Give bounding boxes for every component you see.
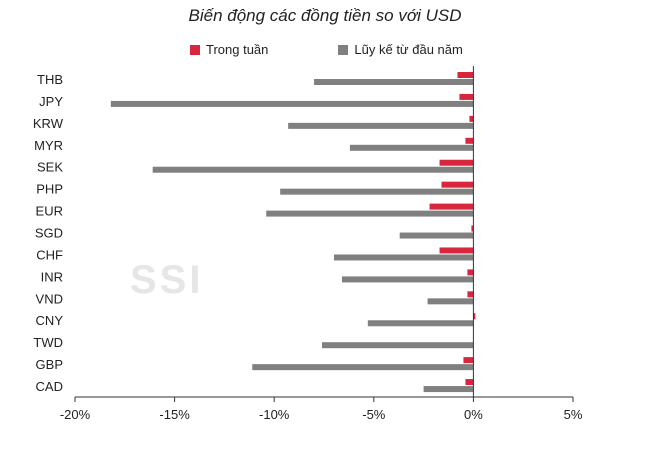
bar-weekly-jpy — [459, 93, 474, 100]
bar-weekly-php — [441, 181, 474, 188]
bar-weekly-myr — [465, 137, 474, 144]
x-tick-label-0: -20% — [60, 407, 91, 422]
bar-weekly-vnd — [467, 291, 474, 298]
bar-weekly-krw — [469, 115, 474, 122]
legend-swatch-weekly — [190, 44, 200, 55]
bar-ytd-cny — [367, 320, 474, 327]
category-label-krw: KRW — [33, 116, 64, 131]
bar-weekly-sek — [439, 159, 474, 166]
bar-ytd-chf — [333, 254, 474, 261]
bar-ytd-krw — [288, 122, 474, 129]
category-label-eur: EUR — [36, 204, 63, 219]
bar-ytd-myr — [349, 144, 474, 151]
x-tick-label-2: -10% — [259, 407, 290, 422]
category-label-inr: INR — [41, 269, 63, 284]
bar-weekly-cny — [473, 313, 476, 320]
legend-item-weekly: Trong tuần — [190, 42, 268, 57]
bar-weekly-cad — [465, 379, 474, 386]
category-label-jpy: JPY — [39, 94, 63, 109]
legend-label-weekly: Trong tuần — [206, 42, 269, 57]
legend-label-ytd: Lũy kế từ đầu năm — [354, 42, 463, 57]
bar-weekly-thb — [457, 72, 474, 78]
category-label-cny: CNY — [36, 313, 64, 328]
bar-weekly-chf — [439, 247, 474, 254]
bar-ytd-vnd — [427, 298, 474, 305]
bar-ytd-eur — [266, 210, 474, 217]
legend: Trong tuần Lũy kế từ đầu năm — [190, 42, 463, 57]
x-tick-label-1: -15% — [159, 407, 190, 422]
bar-ytd-thb — [314, 79, 474, 85]
bar-weekly-inr — [467, 269, 474, 276]
legend-swatch-ytd — [338, 44, 349, 55]
bar-ytd-cad — [423, 386, 474, 393]
bar-ytd-inr — [341, 276, 474, 283]
x-tick-label-4: 0% — [464, 407, 483, 422]
category-label-myr: MYR — [34, 138, 63, 153]
bar-ytd-twd — [322, 342, 474, 349]
category-label-php: PHP — [36, 182, 63, 197]
x-tick-label-5: 5% — [564, 407, 583, 422]
bar-weekly-eur — [429, 203, 474, 210]
legend-item-ytd: Lũy kế từ đầu năm — [338, 42, 463, 57]
bar-ytd-php — [280, 188, 474, 195]
watermark: SSI — [130, 258, 204, 302]
bar-weekly-gbp — [463, 357, 474, 364]
chart-title: Biến động các đồng tiền so với USD — [188, 6, 462, 25]
category-label-sek: SEK — [37, 160, 63, 175]
bar-ytd-sek — [152, 166, 474, 173]
category-label-vnd: VND — [36, 291, 63, 306]
bar-ytd-gbp — [252, 364, 474, 371]
category-label-gbp: GBP — [36, 357, 63, 372]
x-tick-label-3: -5% — [362, 407, 386, 422]
category-label-twd: TWD — [33, 335, 63, 350]
bar-weekly-sgd — [471, 225, 474, 232]
category-label-sgd: SGD — [35, 226, 63, 241]
bar-ytd-jpy — [110, 100, 474, 107]
category-label-chf: CHF — [36, 247, 63, 262]
category-label-cad: CAD — [36, 379, 63, 394]
bar-ytd-sgd — [399, 232, 474, 239]
category-label-thb: THB — [37, 72, 63, 87]
